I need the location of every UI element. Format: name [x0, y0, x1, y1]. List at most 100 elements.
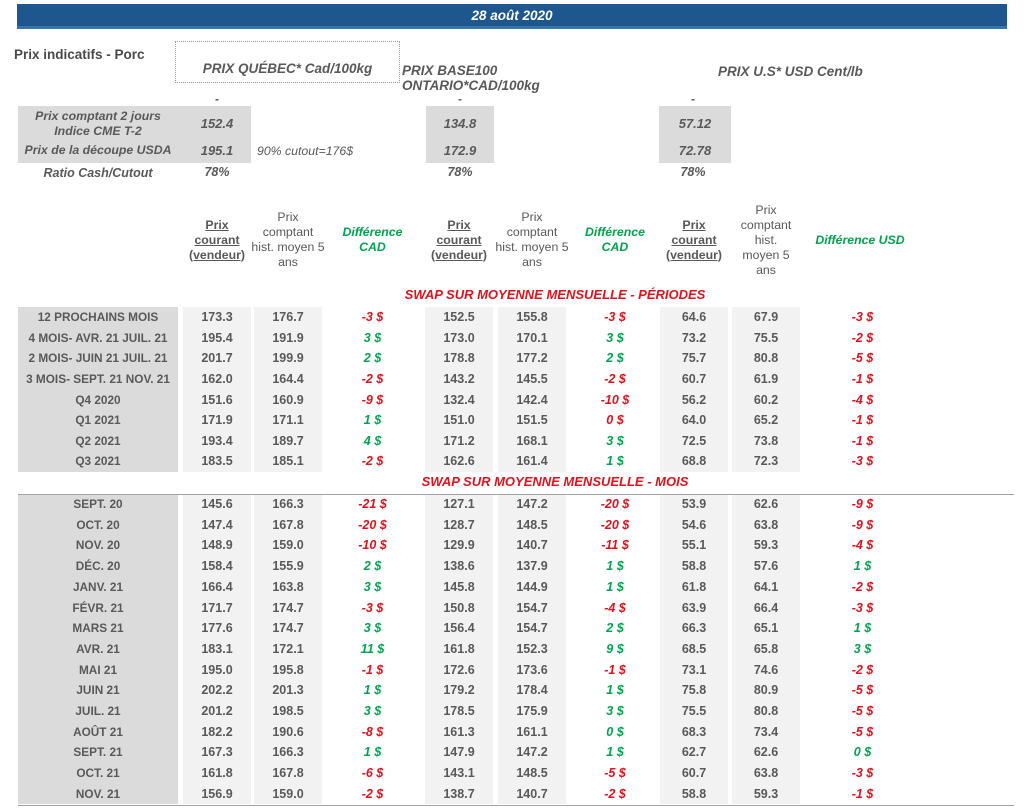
- diff-cell: -2 $: [851, 662, 874, 677]
- diff-cell: 3 $: [363, 330, 382, 345]
- value-cell: 151.6: [183, 389, 251, 410]
- value-cell: 148.5: [498, 514, 566, 536]
- value-cell: 68.3: [660, 721, 728, 742]
- value-cell: 150.8: [425, 597, 493, 618]
- diff-cell: -2 $: [851, 330, 874, 345]
- value-cell: 127.1: [425, 493, 493, 515]
- row-label: AVR. 21: [18, 638, 178, 660]
- value-cell: 145.8: [425, 576, 493, 598]
- value-cell: 154.7: [498, 597, 566, 618]
- value-cell: 63.8: [732, 762, 800, 784]
- col-header-prix-hist-on: Prix comptant hist. moyen 5 ans: [495, 210, 569, 269]
- value-cell: 61.8: [660, 576, 728, 598]
- diff-cell: -2 $: [604, 786, 626, 801]
- diff-cell: 3 $: [363, 703, 382, 718]
- value-cell: 152.3: [498, 638, 566, 660]
- diff-cell: -3 $: [604, 310, 626, 325]
- value-cell: 56.2: [660, 389, 728, 410]
- value-cell: 166.4: [183, 576, 251, 598]
- value-cell: 185.1: [254, 451, 322, 472]
- value-cell: 173.0: [425, 327, 493, 349]
- table-row: OCT. 21 161.8 167.8 -6 $ 143.1 148.5 -5 $ 60.7 6…: [0, 762, 1024, 784]
- dash-ontario: -: [458, 92, 462, 106]
- diff-cell: 9 $: [606, 641, 624, 656]
- diff-cell: -3 $: [851, 766, 874, 781]
- row-label: OCT. 20: [18, 514, 178, 536]
- ratio-value-ontario: 78%: [447, 165, 473, 179]
- diff-cell: -6 $: [361, 766, 384, 781]
- diff-cell: -11 $: [601, 538, 629, 553]
- row-label: 4 MOIS- AVR. 21 JUIL. 21: [18, 327, 178, 349]
- value-cell: 171.7: [183, 597, 251, 618]
- value-cell: 65.1: [732, 617, 800, 639]
- value-cell: 147.4: [183, 514, 251, 536]
- value-cell: 59.3: [732, 783, 800, 805]
- value-cell: 198.5: [254, 700, 322, 722]
- value-cell: 140.7: [498, 535, 566, 556]
- diff-cell: -10 $: [358, 538, 387, 553]
- cme-value-quebec: 152.4: [200, 116, 234, 131]
- value-cell: 62.6: [732, 493, 800, 515]
- cme-value-us: 57.12: [678, 116, 712, 131]
- diff-cell: 1 $: [363, 413, 382, 428]
- value-cell: 53.9: [660, 493, 728, 515]
- table-row: NOV. 21 156.9 159.0 -2 $ 138.7 140.7 -2 $ 58.8 5…: [0, 783, 1024, 805]
- row-label: Q1 2021: [18, 409, 178, 431]
- value-cell: 145.5: [498, 368, 566, 390]
- diff-cell: -2 $: [361, 454, 384, 469]
- diff-cell: -9 $: [361, 392, 384, 407]
- value-cell: 174.7: [254, 597, 322, 618]
- value-cell: 160.9: [254, 389, 322, 410]
- diff-cell: -1 $: [361, 662, 384, 677]
- table-row: 3 MOIS- SEPT. 21 NOV. 21 162.0 164.4 -2 $ 14…: [0, 368, 1024, 390]
- value-cell: 167.3: [183, 742, 251, 763]
- value-cell: 72.3: [732, 451, 800, 472]
- diff-cell: 2 $: [606, 621, 624, 636]
- row-label: 2 MOIS- JUIN 21 JUIL. 21: [18, 348, 178, 369]
- value-cell: 147.2: [498, 493, 566, 515]
- row-label: OCT. 21: [18, 762, 178, 784]
- diff-cell: -9 $: [851, 517, 874, 532]
- row-label: Q4 2020: [18, 389, 178, 410]
- value-cell: 190.6: [254, 721, 322, 742]
- value-cell: 60.2: [732, 389, 800, 410]
- value-cell: 129.9: [425, 535, 493, 556]
- divider-line-bottom: [18, 805, 1014, 806]
- table-row: SEPT. 21 167.3 166.3 1 $ 147.9 147.2 1 $ 62.7 62…: [0, 742, 1024, 763]
- diff-cell: -20 $: [358, 517, 387, 532]
- col-header-diff-usd: Différence USD: [815, 232, 905, 247]
- diff-cell: -21 $: [358, 497, 387, 512]
- row-label: Q3 2021: [18, 451, 178, 472]
- value-cell: 64.0: [660, 409, 728, 431]
- column-header-row: Prix courant (vendeur) Prix comptant his…: [0, 195, 1024, 285]
- diff-cell: 2 $: [606, 351, 624, 366]
- spot-box-ontario: [426, 106, 494, 163]
- diff-cell: 3 $: [606, 703, 624, 718]
- table-row: MARS 21 177.6 174.7 3 $ 156.4 154.7 2 $ 66.3 65.…: [0, 617, 1024, 639]
- value-cell: 55.1: [660, 535, 728, 556]
- value-cell: 162.0: [183, 368, 251, 390]
- ontario-header-label: PRIX BASE100 ONTARIO*CAD/100kg: [402, 63, 540, 93]
- diff-cell: -5 $: [851, 703, 874, 718]
- value-cell: 73.1: [660, 659, 728, 680]
- value-cell: 177.2: [498, 348, 566, 369]
- diff-cell: 1 $: [853, 559, 872, 574]
- col-header-prix-courant-on: Prix courant (vendeur): [430, 217, 488, 262]
- value-cell: 143.1: [425, 762, 493, 784]
- table-row: AVR. 21 183.1 172.1 11 $ 161.8 152.3 9 $ 68.5 65…: [0, 638, 1024, 660]
- diff-cell: 11 $: [360, 641, 385, 656]
- value-cell: 148.9: [183, 535, 251, 556]
- value-cell: 154.7: [498, 617, 566, 639]
- diff-cell: 3 $: [853, 641, 872, 656]
- diff-cell: -1 $: [851, 433, 874, 448]
- diff-cell: 3 $: [606, 433, 624, 448]
- diff-cell: -3 $: [851, 310, 874, 325]
- value-cell: 66.3: [660, 617, 728, 639]
- table-row: 12 PROCHAINS MOIS 173.3 176.7 -3 $ 152.5 155.…: [0, 307, 1024, 328]
- value-cell: 161.8: [425, 638, 493, 660]
- cme-value-ontario: 134.8: [443, 116, 477, 131]
- diff-cell: 3 $: [363, 621, 382, 636]
- diff-cell: -4 $: [851, 392, 874, 407]
- value-cell: 152.5: [425, 307, 493, 328]
- value-cell: 54.6: [660, 514, 728, 536]
